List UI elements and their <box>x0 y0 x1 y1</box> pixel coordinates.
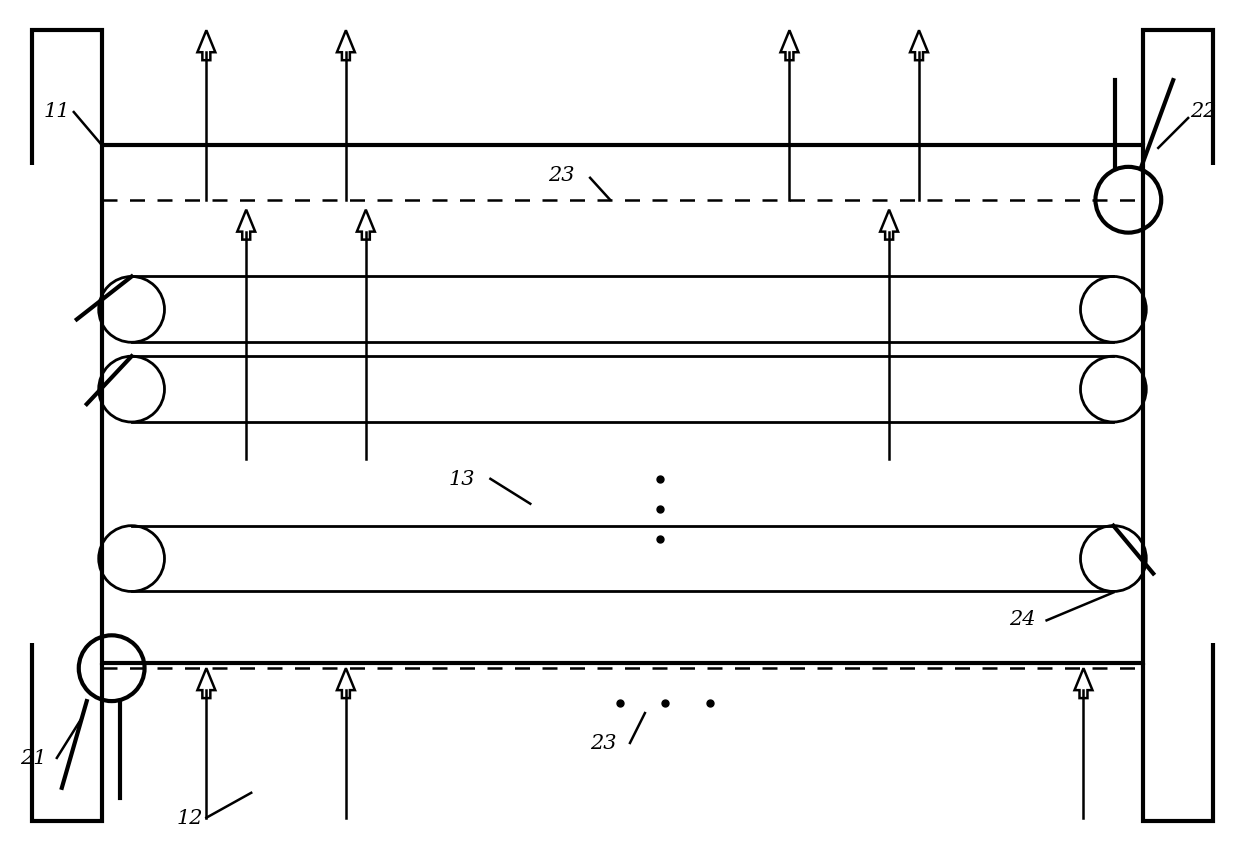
Text: 11: 11 <box>43 101 71 120</box>
Text: 21: 21 <box>20 749 46 768</box>
Text: 13: 13 <box>449 469 475 489</box>
Text: 23: 23 <box>590 734 616 752</box>
Text: 12: 12 <box>176 809 203 827</box>
Text: 22: 22 <box>1190 101 1216 120</box>
Text: 24: 24 <box>1008 609 1035 628</box>
Text: 23: 23 <box>548 166 574 185</box>
